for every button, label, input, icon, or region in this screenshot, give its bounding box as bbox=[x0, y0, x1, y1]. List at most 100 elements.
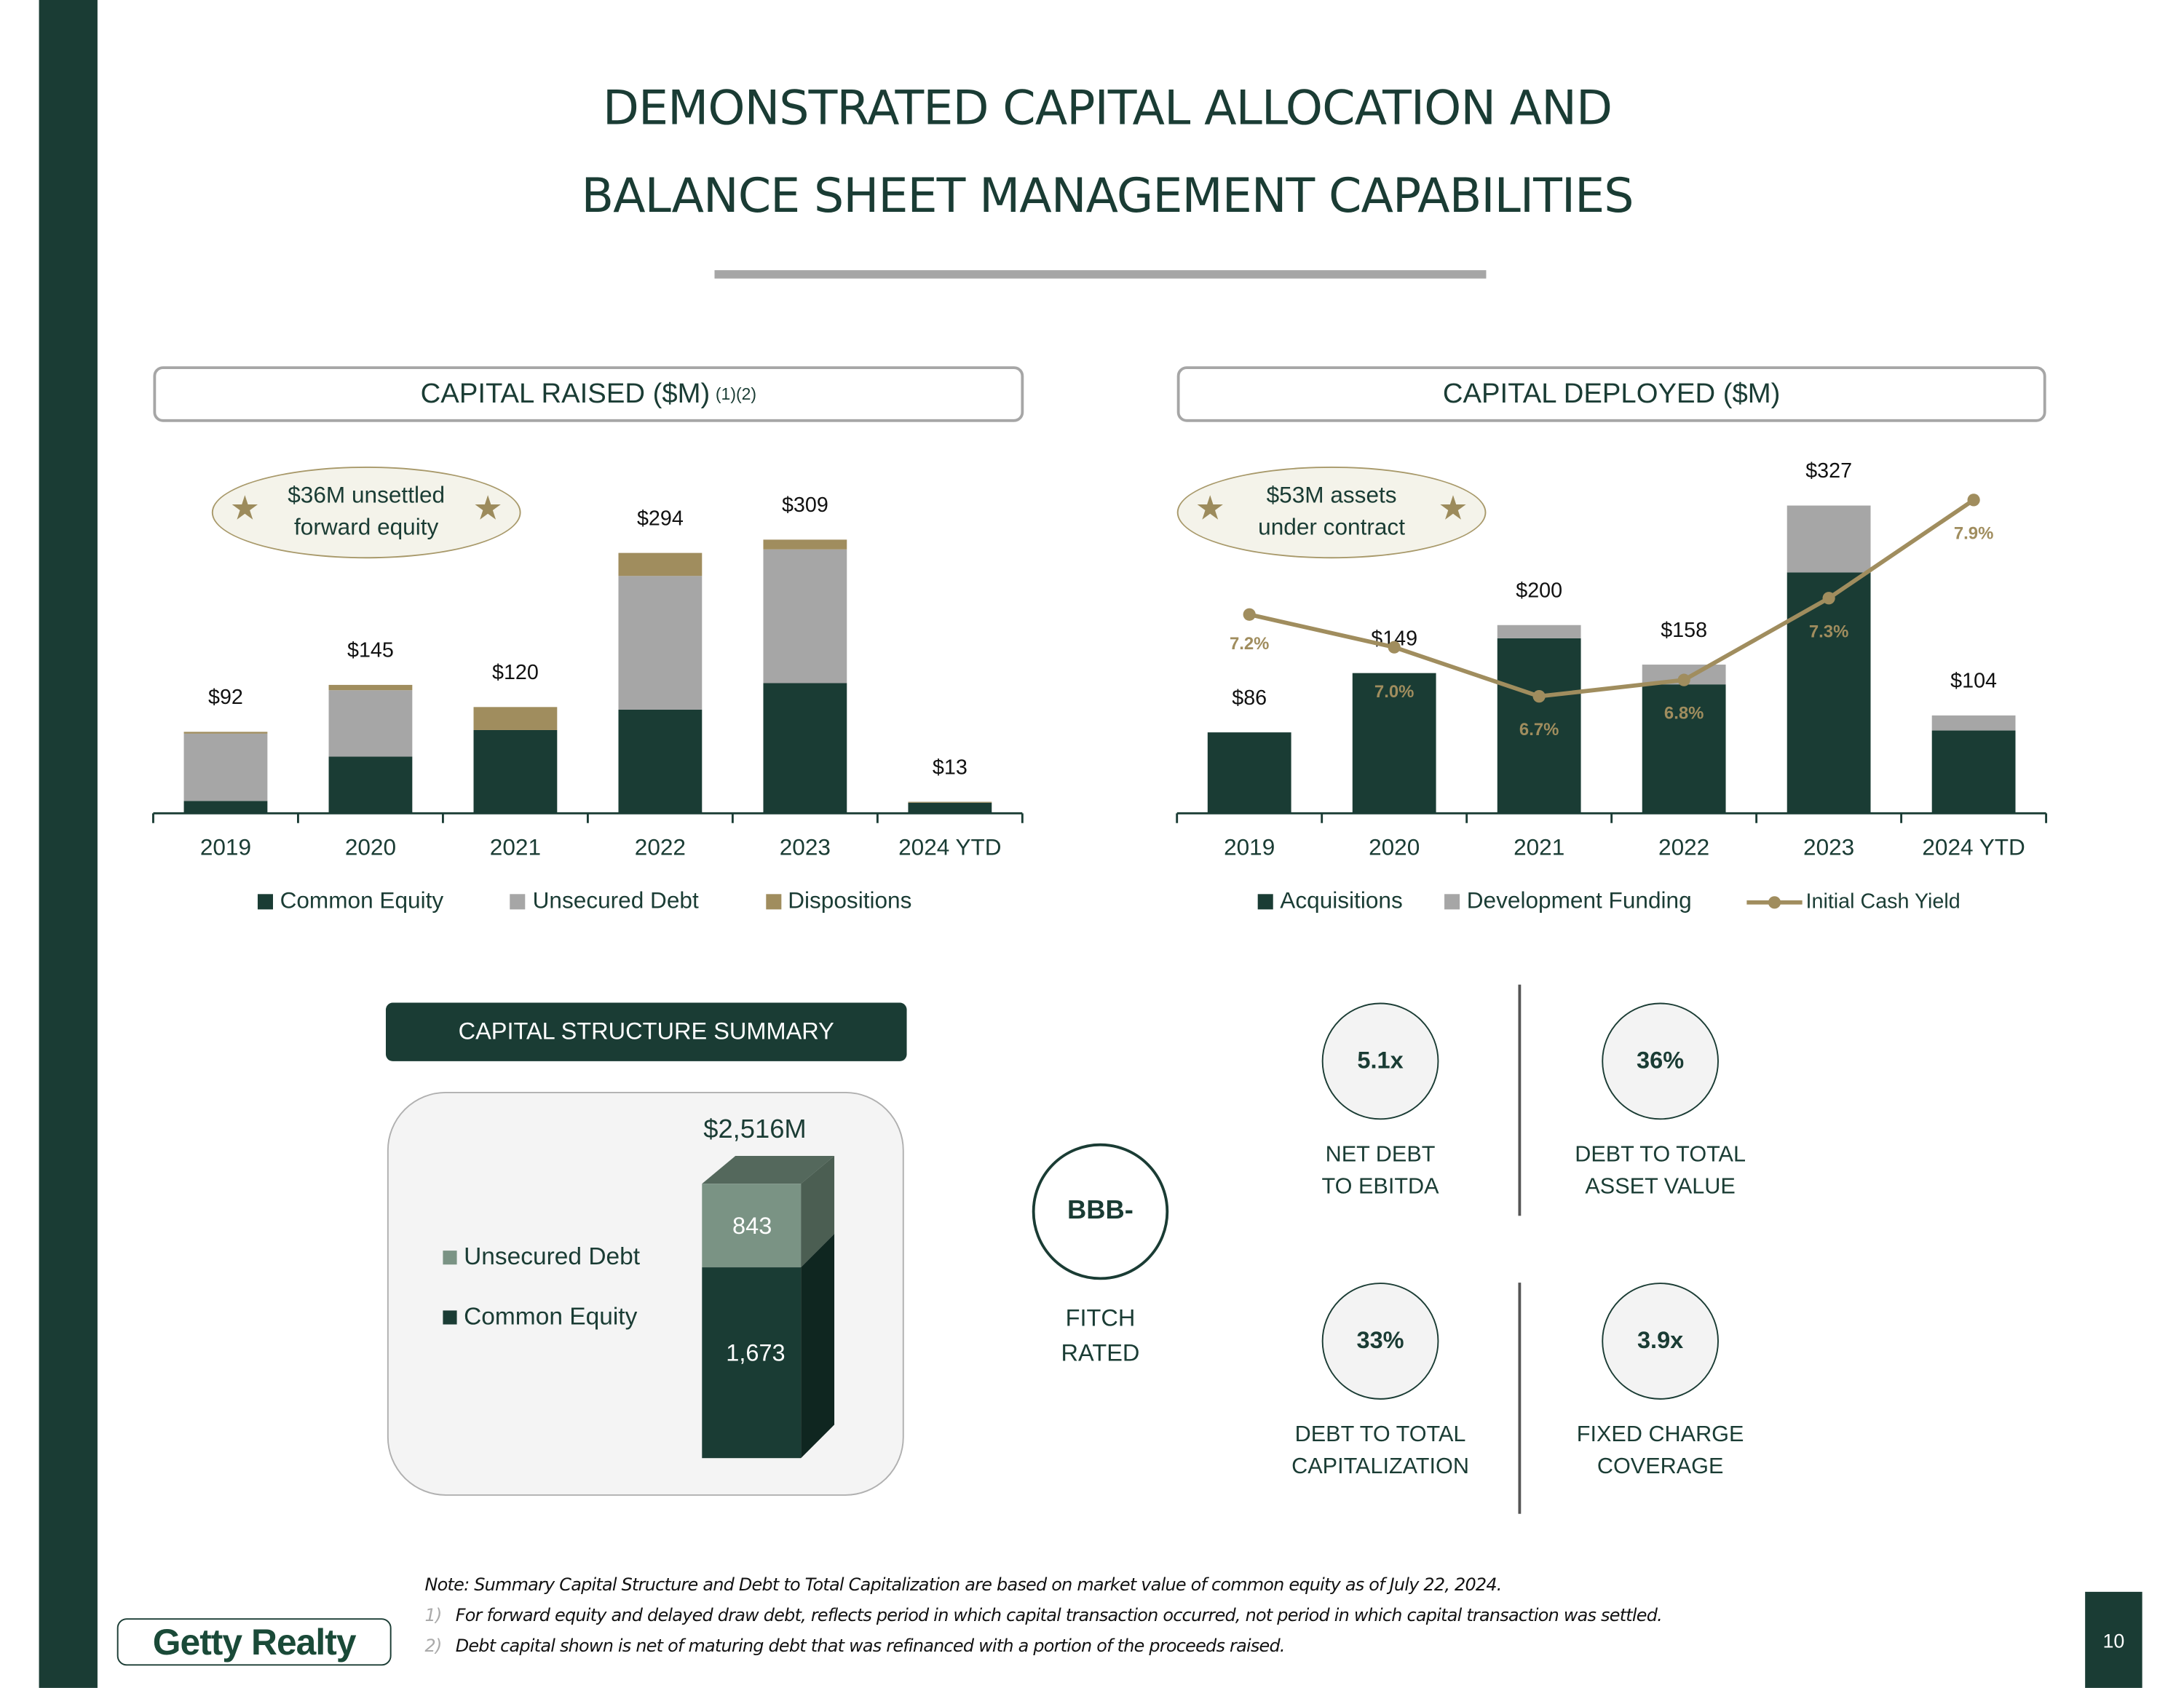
rating-label-line2: RATED bbox=[1061, 1339, 1140, 1366]
legend-swatch bbox=[443, 1250, 457, 1264]
bar-unsecured-debt bbox=[328, 690, 413, 757]
bar-development-funding bbox=[1497, 625, 1581, 638]
sidebar-band bbox=[39, 0, 98, 1688]
total-label: $294 bbox=[637, 507, 684, 530]
bar-acquisitions bbox=[1642, 684, 1726, 814]
capital-deployed-chart: $862019$1492020$2002021$1582022$3272023$… bbox=[1176, 459, 2048, 860]
yield-line bbox=[1249, 498, 1975, 699]
footnote-text: For forward equity and delayed draw debt… bbox=[455, 1604, 1663, 1625]
page-title-line1: DEMONSTRATED CAPITAL ALLOCATION AND bbox=[602, 80, 1613, 137]
total-label: $158 bbox=[1661, 619, 1707, 642]
capital-structure-3d-bar bbox=[702, 1156, 835, 1459]
legend-unsecured-debt: Unsecured Debt bbox=[443, 1243, 640, 1272]
capital-structure-total: $2,516M bbox=[703, 1115, 807, 1145]
yield-label: 6.8% bbox=[1664, 704, 1704, 724]
kpi-label-line2: CAPITALIZATION bbox=[1291, 1455, 1469, 1479]
x-tick-label: 2021 bbox=[490, 834, 541, 860]
kpi-label-line1: FIXED CHARGE bbox=[1576, 1423, 1744, 1447]
capital-structure-header: CAPITAL STRUCTURE SUMMARY bbox=[385, 1002, 907, 1061]
bar-dispositions bbox=[618, 552, 703, 576]
assets-under-contract-callout: ★ $53M assets under contract ★ bbox=[1176, 466, 1487, 559]
bar-acquisitions bbox=[1931, 730, 2016, 814]
bar-dispositions bbox=[328, 684, 413, 691]
yield-label: 7.3% bbox=[1809, 622, 1849, 641]
x-tick-label: 2023 bbox=[1803, 834, 1854, 860]
legend-label: Development Funding bbox=[1466, 888, 1692, 914]
total-label: $309 bbox=[782, 494, 828, 517]
bar-unsecured-debt bbox=[183, 733, 268, 801]
bar-common-equity bbox=[763, 683, 847, 814]
kpi-label-line2: ASSET VALUE bbox=[1585, 1175, 1736, 1200]
bar-common-equity bbox=[328, 756, 413, 814]
kpi-fixed-charge-value: 3.9x bbox=[1602, 1283, 1719, 1400]
bar-dispositions bbox=[473, 707, 558, 730]
legend-label: Unsecured Debt bbox=[464, 1242, 641, 1270]
callout-line2: forward equity bbox=[294, 515, 439, 541]
bar-acquisitions bbox=[1352, 673, 1436, 814]
bar-common-equity bbox=[908, 802, 992, 814]
rating-label-line1: FITCH bbox=[1065, 1304, 1136, 1332]
capital-deployed-title: CAPITAL DEPLOYED ($M) bbox=[1442, 378, 1781, 409]
x-tick-label: 2020 bbox=[345, 834, 396, 860]
bar-equity-side bbox=[801, 1234, 835, 1459]
kpi-label-line2: TO EBITDA bbox=[1321, 1175, 1439, 1200]
yield-point bbox=[1388, 641, 1401, 654]
footnote-ref: (1)(2) bbox=[715, 384, 757, 404]
yield-point bbox=[1822, 592, 1835, 605]
legend-swatch-unsecured-debt bbox=[510, 894, 526, 910]
kpi-label-line1: DEBT TO TOTAL bbox=[1294, 1423, 1466, 1447]
yield-point bbox=[1243, 608, 1256, 621]
bar-acquisitions bbox=[1207, 732, 1291, 814]
legend-swatch-development-funding bbox=[1444, 894, 1460, 910]
capital-raised-title: CAPITAL RAISED ($M) bbox=[420, 378, 711, 409]
x-tick-label: 2022 bbox=[1658, 834, 1709, 860]
total-label: $86 bbox=[1232, 686, 1267, 710]
total-label: $145 bbox=[347, 639, 394, 662]
yield-label: 7.0% bbox=[1374, 682, 1414, 702]
title-divider bbox=[714, 270, 1487, 279]
legend-swatch-dispositions bbox=[765, 894, 781, 910]
capital-deployed-legend: Acquisitions Development Funding Initial… bbox=[1257, 888, 1961, 915]
bar-development-funding bbox=[1931, 715, 2016, 731]
legend-swatch bbox=[443, 1309, 457, 1324]
kpi-label-line1: DEBT TO TOTAL bbox=[1575, 1143, 1746, 1168]
x-tick-label: 2019 bbox=[1224, 834, 1275, 860]
callout-line1: $36M unsettled bbox=[288, 483, 446, 509]
footnote-1: 1) For forward equity and delayed draw de… bbox=[424, 1604, 1663, 1625]
bar-top-face bbox=[702, 1156, 835, 1184]
legend-swatch-acquisitions bbox=[1257, 894, 1273, 910]
bar-common-equity bbox=[618, 709, 703, 814]
kpi-label-line2: COVERAGE bbox=[1597, 1455, 1724, 1479]
equity-value: 1,673 bbox=[726, 1339, 786, 1366]
capital-raised-legend: Common Equity Unsecured Debt Disposition… bbox=[257, 888, 912, 915]
bar-common-equity bbox=[473, 729, 558, 814]
x-tick-label: 2021 bbox=[1514, 834, 1564, 860]
total-label: $104 bbox=[1950, 670, 1997, 693]
legend-line-marker-icon bbox=[1747, 895, 1803, 908]
x-tick-label: 2020 bbox=[1369, 834, 1420, 860]
bar-unsecured-debt bbox=[618, 576, 703, 710]
unsettled-equity-callout: ★ $36M unsettled forward equity ★ bbox=[211, 466, 521, 559]
footnote-number: 1) bbox=[424, 1604, 443, 1625]
legend-label: Dispositions bbox=[788, 888, 912, 914]
kpi-net-debt-ebitda-label: NET DEBT TO EBITDA bbox=[1241, 1139, 1520, 1203]
capital-raised-chart: $92 2019 $145 2020 $120 2021 $294 2022 $309 2023 $… bbox=[152, 494, 1024, 860]
bar-dispositions bbox=[908, 801, 992, 803]
star-icon: ★ bbox=[1195, 490, 1225, 528]
bar-development-funding bbox=[1787, 505, 1871, 573]
rating-label: FITCH RATED bbox=[961, 1301, 1240, 1371]
bar-unsecured-debt bbox=[763, 549, 847, 683]
yield-point bbox=[1967, 494, 1980, 507]
bar-acquisitions bbox=[1497, 638, 1581, 814]
capital-raised-header: CAPITAL RAISED ($M) (1)(2) bbox=[153, 366, 1024, 422]
callout-line1: $53M assets bbox=[1266, 483, 1397, 509]
x-tick-label: 2024 YTD bbox=[1922, 834, 2025, 860]
x-tick-label: 2019 bbox=[200, 834, 251, 860]
capital-deployed-header: CAPITAL DEPLOYED ($M) bbox=[1176, 366, 2046, 422]
bar-acquisitions bbox=[1787, 572, 1871, 814]
bar-common-equity bbox=[183, 801, 268, 814]
yield-label: 7.2% bbox=[1230, 634, 1269, 654]
footnote-text: Debt capital shown is net of maturing de… bbox=[455, 1635, 1286, 1656]
star-icon: ★ bbox=[472, 490, 503, 528]
bar-dispositions bbox=[183, 732, 268, 734]
